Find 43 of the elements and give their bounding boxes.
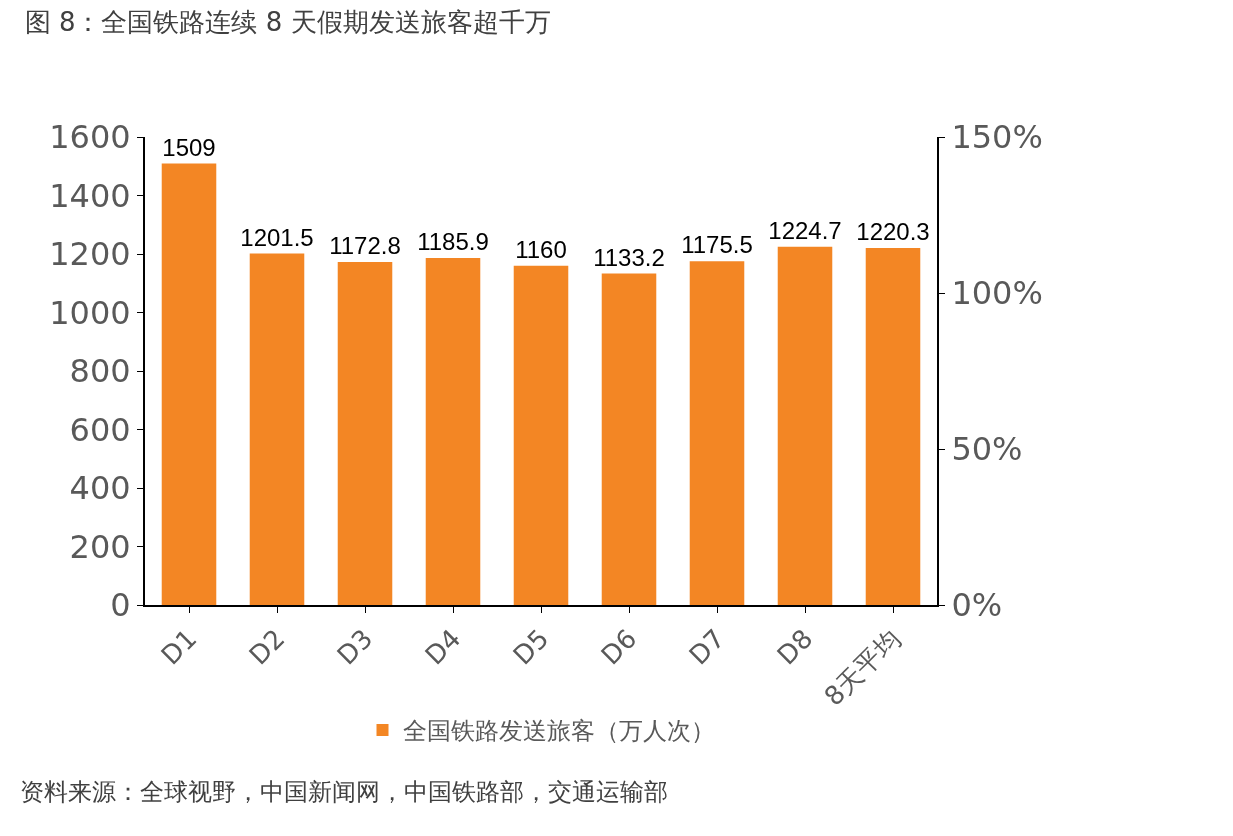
x-tick-label: 8天平均 bbox=[818, 623, 907, 712]
y-tick-label: 1600 bbox=[49, 118, 131, 157]
bar bbox=[513, 265, 569, 605]
y-tick-label: 600 bbox=[69, 410, 131, 449]
bar bbox=[337, 261, 393, 605]
x-tick-label: D8 bbox=[771, 623, 819, 671]
y-tick-label: 400 bbox=[69, 469, 131, 508]
legend-label: 全国铁路发送旅客（万人次） bbox=[402, 717, 715, 746]
y-tick-label: 800 bbox=[69, 352, 131, 391]
bar bbox=[249, 253, 305, 605]
x-tick-label: D5 bbox=[507, 623, 555, 671]
x-tick-label: D4 bbox=[419, 623, 467, 671]
bar bbox=[777, 246, 833, 605]
bar bbox=[865, 248, 921, 605]
bar bbox=[601, 273, 657, 605]
x-tick-label: D2 bbox=[243, 623, 291, 671]
y-tick-label: 1200 bbox=[49, 235, 131, 274]
y2-tick-label: 150% bbox=[951, 118, 1043, 157]
bar bbox=[689, 261, 745, 605]
data-label: 1201.5 bbox=[240, 223, 314, 251]
data-label: 1509 bbox=[162, 133, 216, 161]
x-tick-label: D7 bbox=[683, 623, 731, 671]
text: 资料来源：全球视野，中国新闻网，中国铁路部，交通运输部 bbox=[20, 778, 668, 806]
bar bbox=[161, 163, 217, 605]
data-label: 1175.5 bbox=[681, 231, 753, 259]
y2-tick-label: 50% bbox=[951, 430, 1023, 469]
x-tick-label: D1 bbox=[155, 623, 203, 671]
data-label: 1185.9 bbox=[417, 228, 489, 256]
chart-title: 图 8：全国铁路连续 8 天假期发送旅客超千万 bbox=[24, 6, 551, 37]
data-label: 1220.3 bbox=[856, 218, 930, 246]
data-label: 1224.7 bbox=[768, 216, 842, 244]
data-label: 1133.2 bbox=[593, 243, 665, 271]
y2-tick-label: 100% bbox=[951, 274, 1043, 313]
y-tick-label: 200 bbox=[69, 527, 131, 566]
bar bbox=[425, 258, 481, 605]
x-tick-label: D3 bbox=[331, 623, 379, 671]
y-tick-label: 1000 bbox=[49, 293, 131, 332]
y-tick-label: 0 bbox=[110, 586, 131, 625]
data-label: 1160 bbox=[515, 235, 567, 263]
y2-tick-label: 0% bbox=[951, 586, 1003, 625]
data-label: 1172.8 bbox=[329, 231, 401, 259]
x-tick-label: D6 bbox=[595, 623, 643, 671]
y-tick-label: 1400 bbox=[49, 176, 131, 215]
